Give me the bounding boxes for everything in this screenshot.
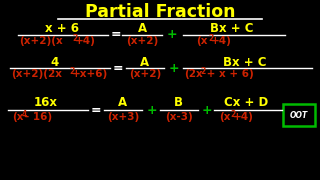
Text: 4: 4 bbox=[22, 110, 27, 119]
Text: 4: 4 bbox=[51, 55, 59, 69]
Text: x + 6: x + 6 bbox=[45, 22, 79, 35]
Text: 2: 2 bbox=[69, 67, 74, 76]
Text: (x+2)(2x: (x+2)(2x bbox=[11, 69, 62, 79]
Text: (x-3): (x-3) bbox=[165, 112, 193, 122]
Text: 2: 2 bbox=[72, 34, 77, 43]
Text: (x+2): (x+2) bbox=[126, 36, 158, 46]
Text: (x+3): (x+3) bbox=[107, 112, 139, 122]
Text: =: = bbox=[91, 103, 101, 116]
Text: A: A bbox=[140, 55, 148, 69]
FancyBboxPatch shape bbox=[283, 104, 315, 126]
Text: +: + bbox=[202, 103, 212, 116]
Text: Cx + D: Cx + D bbox=[224, 96, 268, 109]
Text: +: + bbox=[147, 103, 157, 116]
Text: (2x: (2x bbox=[184, 69, 203, 79]
Text: OOT: OOT bbox=[290, 111, 308, 120]
Text: - 16): - 16) bbox=[25, 112, 52, 122]
Text: + x + 6): + x + 6) bbox=[203, 69, 254, 79]
Text: (x: (x bbox=[196, 36, 207, 46]
Text: (x: (x bbox=[12, 112, 23, 122]
Text: +4): +4) bbox=[233, 112, 254, 122]
Text: 2: 2 bbox=[208, 34, 213, 43]
Text: Bx + C: Bx + C bbox=[223, 55, 267, 69]
Text: 16x: 16x bbox=[34, 96, 58, 109]
Text: +: + bbox=[167, 28, 177, 42]
Text: +: + bbox=[169, 62, 179, 75]
Text: B: B bbox=[173, 96, 182, 109]
Text: A: A bbox=[117, 96, 127, 109]
Text: (x: (x bbox=[219, 112, 230, 122]
Text: Bx + C: Bx + C bbox=[210, 22, 254, 35]
Text: 2: 2 bbox=[200, 67, 205, 76]
Text: (x+2): (x+2) bbox=[129, 69, 161, 79]
Text: Partial Fraction: Partial Fraction bbox=[85, 3, 235, 21]
Text: +x+6): +x+6) bbox=[72, 69, 108, 79]
Text: A: A bbox=[137, 22, 147, 35]
Text: +4): +4) bbox=[75, 36, 96, 46]
Text: +4): +4) bbox=[211, 36, 232, 46]
Text: =: = bbox=[111, 28, 121, 42]
Text: =: = bbox=[113, 62, 123, 75]
Text: 2: 2 bbox=[230, 110, 235, 119]
Text: (x+2)(x: (x+2)(x bbox=[19, 36, 63, 46]
